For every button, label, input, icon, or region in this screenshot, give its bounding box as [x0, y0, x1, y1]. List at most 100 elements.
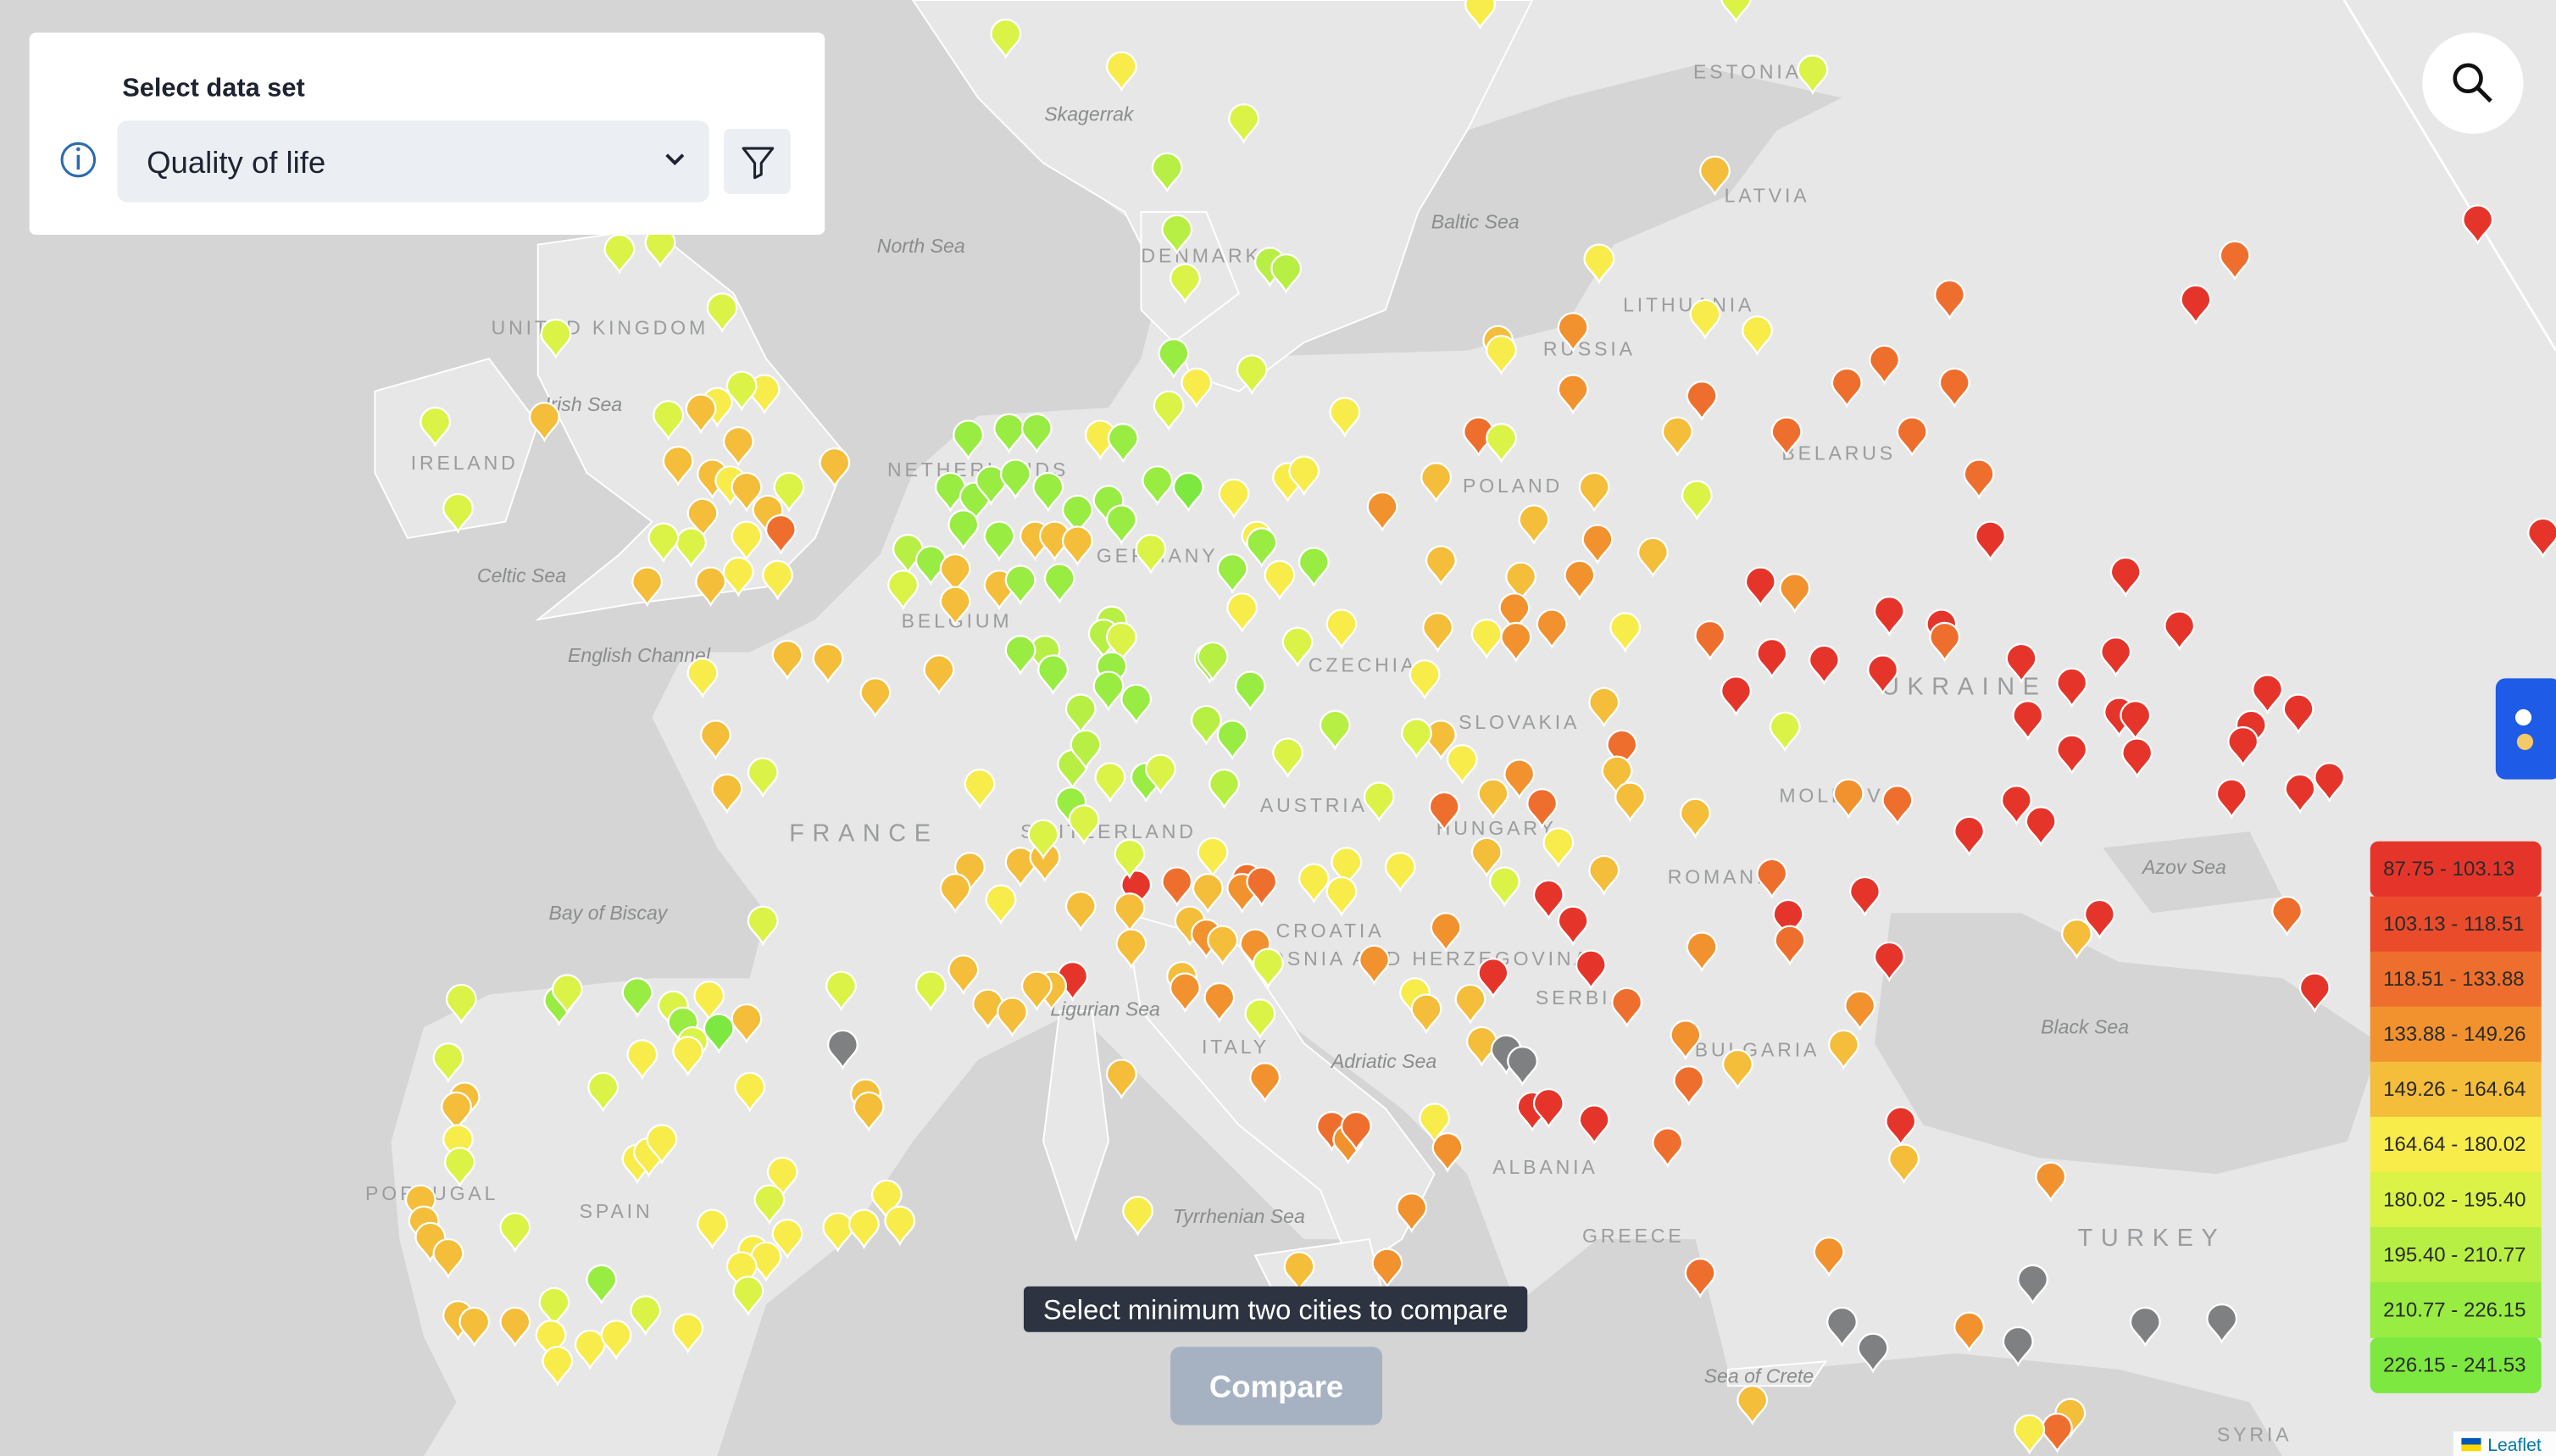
city-marker[interactable] — [2206, 1303, 2238, 1344]
city-marker[interactable] — [1736, 1385, 1769, 1426]
city-marker[interactable] — [1068, 804, 1100, 846]
city-marker[interactable] — [1686, 381, 1718, 422]
city-marker[interactable] — [983, 520, 1015, 562]
city-marker[interactable] — [540, 318, 572, 359]
city-marker[interactable] — [2298, 972, 2331, 1014]
filter-box[interactable] — [724, 128, 791, 194]
city-marker[interactable] — [1873, 941, 1905, 982]
city-marker[interactable] — [1425, 545, 1457, 586]
city-marker[interactable] — [1197, 641, 1229, 682]
city-marker[interactable] — [1744, 566, 1776, 608]
search-button[interactable] — [2422, 32, 2524, 134]
city-marker[interactable] — [1963, 458, 1995, 500]
city-marker[interactable] — [1844, 990, 1876, 1031]
city-marker[interactable] — [1420, 462, 1453, 503]
city-marker[interactable] — [1486, 423, 1517, 464]
city-marker[interactable] — [2462, 204, 2494, 246]
city-marker[interactable] — [1686, 931, 1718, 973]
city-marker[interactable] — [1228, 103, 1260, 144]
city-marker[interactable] — [1061, 525, 1093, 567]
city-marker[interactable] — [725, 1251, 758, 1292]
city-marker[interactable] — [574, 1329, 606, 1370]
city-marker[interactable] — [732, 1275, 764, 1317]
city-marker[interactable] — [1359, 944, 1390, 986]
city-marker[interactable] — [1557, 312, 1589, 353]
filter-button[interactable] — [724, 128, 791, 194]
city-marker[interactable] — [630, 1295, 662, 1337]
city-marker[interactable] — [1366, 491, 1398, 532]
city-marker[interactable] — [2041, 1412, 2073, 1453]
city-marker[interactable] — [1169, 263, 1201, 304]
city-marker[interactable] — [1340, 1110, 1372, 1152]
search-lens[interactable] — [2453, 63, 2483, 94]
city-marker[interactable] — [1500, 621, 1532, 663]
city-marker[interactable] — [621, 977, 653, 1019]
dataset-select[interactable]: Quality of life — [117, 120, 709, 203]
city-marker[interactable] — [1636, 536, 1669, 578]
city-marker[interactable] — [1272, 737, 1304, 779]
city-marker[interactable] — [1431, 1131, 1464, 1173]
city-marker[interactable] — [1813, 1236, 1845, 1278]
city-marker[interactable] — [1661, 416, 1693, 458]
city-marker[interactable] — [432, 1042, 464, 1084]
city-marker[interactable] — [528, 402, 560, 443]
city-marker[interactable] — [1181, 367, 1213, 408]
city-marker[interactable] — [2012, 700, 2044, 742]
city-marker[interactable] — [1681, 480, 1713, 521]
city-marker[interactable] — [1197, 836, 1229, 878]
city-marker[interactable] — [734, 1071, 766, 1113]
city-marker[interactable] — [939, 586, 971, 627]
city-marker[interactable] — [1161, 214, 1193, 255]
city-marker[interactable] — [699, 720, 731, 761]
city-marker[interactable] — [1105, 1059, 1137, 1100]
city-marker[interactable] — [1581, 524, 1614, 565]
city-marker[interactable] — [1061, 494, 1093, 536]
city-marker[interactable] — [432, 1237, 464, 1279]
city-marker[interactable] — [947, 509, 980, 550]
city-marker[interactable] — [499, 1212, 531, 1253]
city-marker[interactable] — [1772, 898, 1804, 940]
city-marker[interactable] — [1158, 338, 1190, 379]
city-marker[interactable] — [2056, 734, 2088, 775]
city-marker[interactable] — [1832, 778, 1864, 820]
city-marker[interactable] — [722, 556, 754, 597]
city-marker[interactable] — [1283, 1251, 1315, 1292]
city-marker[interactable] — [535, 1320, 567, 1361]
city-marker[interactable] — [747, 905, 779, 947]
city-marker[interactable] — [1670, 1020, 1702, 1061]
city-marker[interactable] — [2527, 517, 2556, 559]
side-tab-box[interactable] — [2495, 678, 2556, 780]
city-marker[interactable] — [1518, 504, 1550, 546]
city-marker[interactable] — [1363, 781, 1395, 823]
city-marker[interactable] — [2083, 898, 2115, 940]
city-marker[interactable] — [2056, 667, 2088, 709]
city-marker[interactable] — [2314, 762, 2346, 803]
city-marker[interactable] — [686, 658, 719, 699]
city-marker[interactable] — [985, 884, 1017, 925]
city-marker[interactable] — [1684, 1258, 1716, 1299]
city-marker[interactable] — [826, 1029, 858, 1070]
city-marker[interactable] — [1410, 993, 1442, 1035]
city-marker[interactable] — [1857, 1332, 1889, 1374]
city-marker[interactable] — [2180, 284, 2212, 325]
city-marker[interactable] — [662, 445, 694, 486]
city-marker[interactable] — [1779, 573, 1811, 614]
city-marker[interactable] — [825, 970, 857, 1012]
city-marker[interactable] — [1135, 533, 1167, 575]
city-marker[interactable] — [2252, 674, 2284, 715]
city-marker[interactable] — [1477, 778, 1509, 820]
city-marker[interactable] — [947, 954, 980, 996]
city-marker[interactable] — [766, 1156, 798, 1198]
city-marker[interactable] — [2215, 778, 2248, 820]
city-marker[interactable] — [1542, 827, 1575, 869]
city-marker[interactable] — [1694, 620, 1726, 661]
city-marker[interactable] — [1020, 970, 1053, 1012]
city-marker[interactable] — [1869, 344, 1900, 386]
city-marker[interactable] — [693, 981, 725, 1021]
city-marker[interactable] — [697, 1209, 729, 1250]
city-marker[interactable] — [884, 1205, 916, 1247]
city-marker[interactable] — [1409, 659, 1441, 700]
city-marker[interactable] — [1652, 1127, 1684, 1169]
city-marker[interactable] — [1020, 413, 1053, 454]
city-marker[interactable] — [2129, 1306, 2161, 1348]
